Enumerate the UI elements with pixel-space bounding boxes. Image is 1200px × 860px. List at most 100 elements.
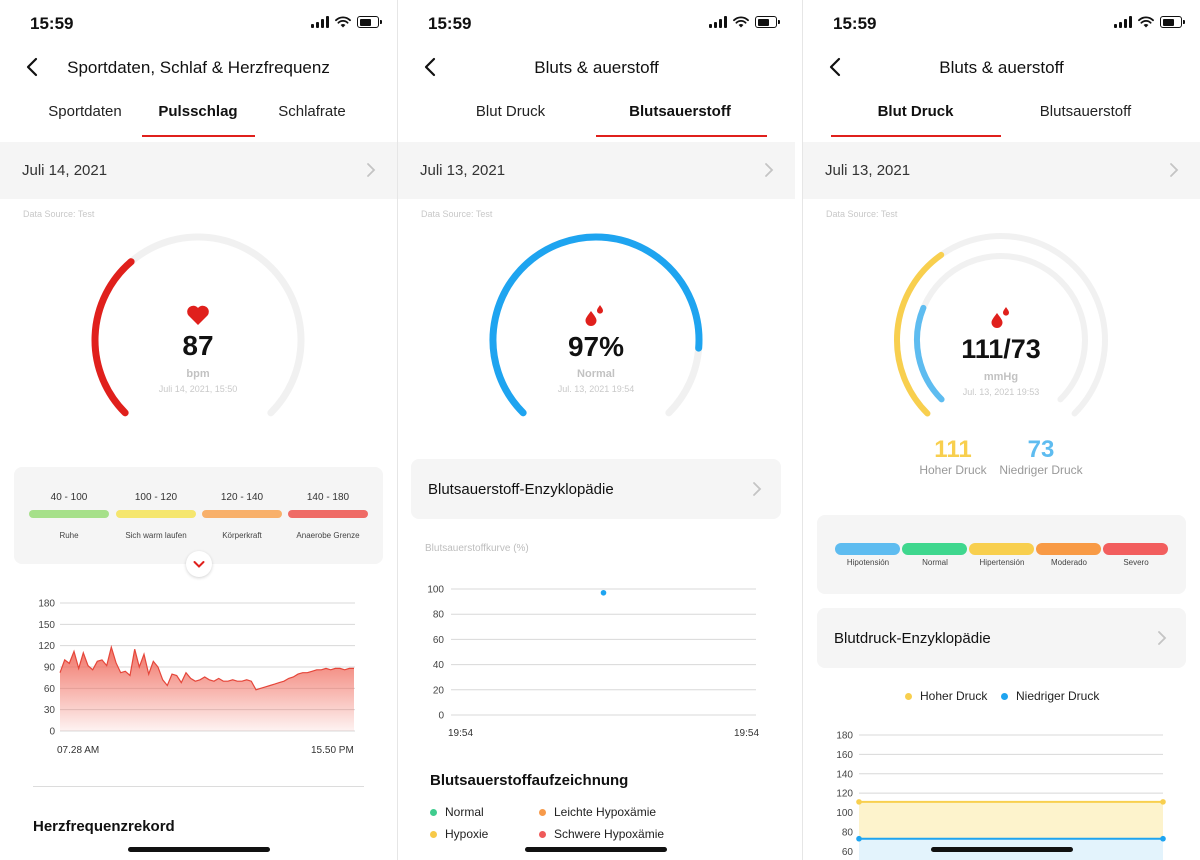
separator xyxy=(33,786,364,787)
data-source: Data Source: Test xyxy=(23,209,95,219)
y-tick-label: 80 xyxy=(842,827,854,838)
date-selector[interactable]: Juli 13, 2021 xyxy=(803,142,1200,199)
y-tick-label: 100 xyxy=(427,585,444,596)
y-tick-label: 120 xyxy=(836,789,853,800)
home-indicator[interactable] xyxy=(931,847,1073,852)
zone-label: Körperkraft xyxy=(222,531,262,540)
y-tick-label: 20 xyxy=(433,685,445,696)
measurement-time: Jul. 13, 2021 19:54 xyxy=(557,384,635,394)
gauge-fill xyxy=(91,258,135,417)
category-label: Normal xyxy=(922,558,948,567)
screen-heart-rate: 15:59 Sportdaten, Schlaf & Herzfrequenz … xyxy=(0,0,397,860)
legend-label: Schwere Hypoxämie xyxy=(554,827,665,841)
chevron-right-icon[interactable] xyxy=(761,162,777,178)
data-point xyxy=(1160,835,1166,842)
heart-rate-unit: bpm xyxy=(186,368,210,380)
zone-range: 140 - 180 xyxy=(306,492,350,503)
chart-title: Blutsauerstoffkurve (%) xyxy=(425,543,529,554)
systolic-label: Hoher Druck xyxy=(919,463,987,477)
status-time: 15:59 xyxy=(428,14,472,33)
category-label: Hipertensión xyxy=(979,558,1025,567)
blood-oxygen-value: 97% xyxy=(567,331,625,362)
chevron-down-icon xyxy=(193,561,205,568)
section-title: Blutsauerstoffaufzeichnung xyxy=(430,772,629,789)
data-source: Data Source: Test xyxy=(421,209,493,219)
blood-oxygen-chart: 100 80 60 40 20 0 xyxy=(427,585,756,722)
date-selector[interactable]: Juli 14, 2021 xyxy=(0,142,397,199)
tab-blutsauerstoff[interactable]: Blutsauerstoff xyxy=(1039,103,1132,120)
diastolic-value: 73 xyxy=(1027,436,1055,463)
legend-item: Hypoxie xyxy=(430,827,488,841)
chevron-right-icon[interactable] xyxy=(1166,162,1182,178)
status-icons xyxy=(311,16,382,28)
tab-schlafrate[interactable]: Schlafrate xyxy=(278,103,346,120)
home-indicator[interactable] xyxy=(525,847,667,852)
legend-dot xyxy=(1001,692,1008,700)
active-tab-indicator xyxy=(142,135,255,137)
home-indicator[interactable] xyxy=(128,847,270,852)
data-point xyxy=(600,589,607,596)
blood-oxygen-gauge xyxy=(489,233,703,417)
page-title: Bluts & auerstoff xyxy=(534,58,659,77)
encyclopedia-title: Blutdruck-Enzyklopädie xyxy=(834,630,991,647)
blood-drop-icon xyxy=(991,307,1009,328)
date-label: Juli 13, 2021 xyxy=(420,162,506,179)
back-arrow-icon[interactable] xyxy=(22,56,44,78)
category-label: Hipotensión xyxy=(846,558,890,567)
category-bar xyxy=(969,543,1034,555)
back-arrow-icon[interactable] xyxy=(825,56,847,78)
active-tab-indicator xyxy=(831,135,1001,137)
date-selector[interactable]: Juli 13, 2021 xyxy=(398,142,795,199)
tab-pulsschlag[interactable]: Pulsschlag xyxy=(158,103,238,120)
heart-rate-gauge xyxy=(91,233,305,417)
encyclopedia-link[interactable]: Blutsauerstoff-Enzyklopädie xyxy=(411,459,781,519)
status-icons xyxy=(1114,16,1185,28)
page-title: Bluts & auerstoff xyxy=(939,58,1064,77)
legend-label: Leichte Hypoxämie xyxy=(554,805,657,819)
zone-bar xyxy=(288,510,368,518)
signal-icon xyxy=(311,16,329,28)
legend-label: Niedriger Druck xyxy=(1016,689,1100,703)
legend-item: Leichte Hypoxämie xyxy=(539,805,656,819)
back-arrow-icon[interactable] xyxy=(420,56,442,78)
y-tick-label: 30 xyxy=(44,705,56,716)
battery-icon xyxy=(1160,16,1185,28)
chevron-right-icon[interactable] xyxy=(363,162,379,178)
zone-label: Ruhe xyxy=(59,531,79,540)
data-source: Data Source: Test xyxy=(826,209,898,219)
legend-item: Normal xyxy=(430,805,484,819)
measurement-time: Juli 14, 2021, 15:50 xyxy=(158,384,238,394)
wifi-icon xyxy=(1138,16,1154,28)
y-tick-label: 60 xyxy=(433,635,445,646)
tab-blut-druck[interactable]: Blut Druck xyxy=(475,103,546,120)
date-label: Juli 13, 2021 xyxy=(825,162,911,179)
zone-label: Anaerobe Grenze xyxy=(296,531,360,540)
expand-button[interactable] xyxy=(186,551,212,577)
section-title: Herzfrequenzrekord xyxy=(33,818,175,835)
legend-dot xyxy=(539,830,546,838)
zone-bar xyxy=(202,510,282,518)
divider xyxy=(397,0,398,860)
systolic-band xyxy=(859,801,1163,839)
tab-sportdaten[interactable]: Sportdaten xyxy=(48,103,122,120)
legend-label: Normal xyxy=(445,805,484,819)
x-axis-start-label: 07.28 AM xyxy=(57,745,100,756)
battery-icon xyxy=(357,16,382,28)
gauge-fill xyxy=(489,233,703,417)
signal-icon xyxy=(1114,16,1132,28)
zone-bar xyxy=(29,510,109,518)
y-tick-label: 0 xyxy=(49,727,55,738)
category-label: Severo xyxy=(1123,558,1149,567)
encyclopedia-link[interactable]: Blutdruck-Enzyklopädie xyxy=(817,608,1186,668)
heart-icon xyxy=(187,305,209,325)
screen-blood-pressure: 15:59 Bluts & auerstoff Blut Druck Bluts… xyxy=(803,0,1200,860)
category-bar xyxy=(1036,543,1101,555)
y-tick-label: 150 xyxy=(38,620,55,631)
tab-blutsauerstoff[interactable]: Blutsauerstoff xyxy=(629,103,731,120)
chevron-right-icon xyxy=(753,482,762,496)
y-tick-label: 140 xyxy=(836,769,853,780)
tab-blut-druck[interactable]: Blut Druck xyxy=(877,103,954,120)
blood-drop-icon xyxy=(585,305,603,326)
legend-label: Hypoxie xyxy=(445,827,489,841)
data-point xyxy=(856,799,862,805)
